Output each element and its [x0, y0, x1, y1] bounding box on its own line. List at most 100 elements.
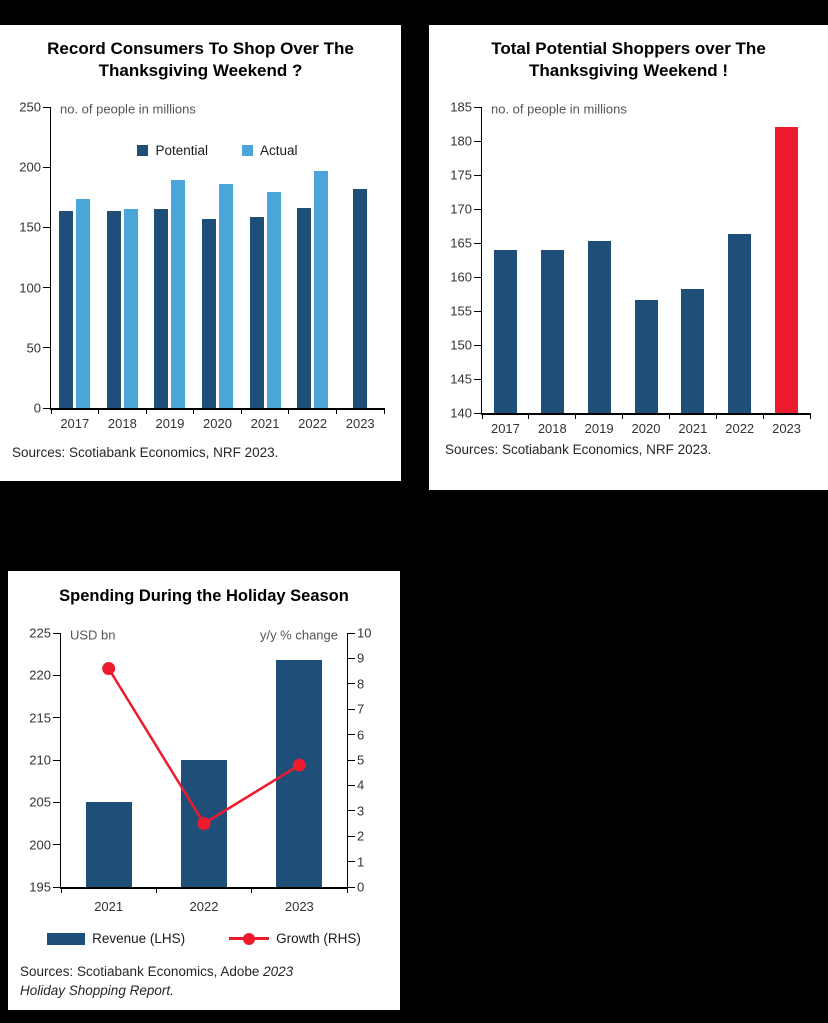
right-axis-tick-mark	[348, 759, 355, 761]
y-axis-tick-label: 205	[29, 794, 51, 810]
y-axis-tick-label: 100	[19, 280, 41, 296]
y-axis-tick-label: 0	[33, 400, 41, 416]
x-axis-tick-label: 2022	[725, 421, 755, 436]
y-axis-tick-label: 200	[29, 837, 51, 853]
y-axis-tick-label: 145	[450, 371, 472, 387]
right-axis-tick-mark	[348, 632, 355, 634]
x-axis-tick-label: 2018	[537, 421, 567, 436]
legend-item-growth: Growth (RHS)	[229, 931, 361, 946]
y-axis-tick-label: 185	[450, 99, 472, 115]
y-axis-tick-mark	[53, 632, 60, 634]
right-axis-tick-label: 4	[357, 777, 365, 793]
y-axis-tick-mark	[474, 378, 481, 380]
x-axis-tick-label: 2020	[203, 416, 232, 431]
y-axis-tick-mark	[43, 407, 50, 409]
x-axis-tick-mark	[288, 408, 290, 414]
growth-rhs-line	[102, 662, 306, 830]
y-axis-tick-mark	[474, 106, 481, 108]
source-report-year: 2023	[263, 964, 294, 979]
y-axis-tick-mark	[53, 674, 60, 676]
right-axis-tick-mark	[348, 810, 355, 812]
y-axis-tick-label: 220	[29, 667, 51, 683]
y-axis-tick-label: 160	[450, 269, 472, 285]
y-axis-tick-label: 180	[450, 133, 472, 149]
y-axis-tick-label: 215	[29, 710, 51, 726]
right-axis-tick-label: 2	[357, 828, 365, 844]
bar-potential-2023	[353, 188, 368, 408]
x-axis-tick-mark	[809, 413, 811, 419]
right-axis-tick-label: 9	[357, 650, 365, 666]
x-axis-tick-label: 2023	[772, 421, 802, 436]
growth-rhs-marker-2021	[102, 662, 116, 676]
x-axis-tick-mark	[622, 413, 624, 419]
y-axis-tick-label: 150	[450, 337, 472, 353]
bar-potential-2018	[106, 210, 121, 408]
y-axis-tick-label: 165	[450, 235, 472, 251]
y-axis-tick-label: 225	[29, 625, 51, 641]
y-axis-tick-mark	[43, 287, 50, 289]
y-axis-tick-mark	[474, 412, 481, 414]
y-axis-tick-mark	[43, 166, 50, 168]
x-axis-tick-label: 2019	[584, 421, 614, 436]
x-axis-tick-mark	[60, 887, 62, 893]
bar-potential-2021	[249, 217, 264, 408]
left-axis-unit-label: USD bn	[70, 627, 116, 643]
x-axis-tick-mark	[668, 413, 670, 419]
plot-area: no. of people in millions 140 145 150 155 16…	[450, 100, 811, 436]
bar-potential-shoppers-2022	[728, 234, 752, 413]
legend-label-revenue: Revenue (LHS)	[92, 931, 186, 946]
chart-panel-total-potential-shoppers: Total Potential Shoppers over The Thanks…	[429, 25, 828, 490]
x-axis-tick-mark	[155, 887, 157, 893]
source-line-1: Sources: Scotiabank Economics, Adobe 202…	[20, 962, 293, 981]
right-axis-tick-mark	[348, 657, 355, 659]
y-axis-tick-mark	[474, 276, 481, 278]
x-axis-tick-mark	[335, 408, 337, 414]
y-axis-unit-label: no. of people in millions	[60, 101, 196, 117]
right-axis-tick-label: 3	[357, 803, 365, 819]
x-axis-tick-mark	[346, 887, 348, 893]
bar-potential-2022	[297, 207, 312, 408]
growth-rhs-polyline	[107, 667, 300, 826]
legend-swatch-potential	[137, 145, 149, 156]
x-axis-tick-label: 2021	[94, 899, 124, 914]
y-axis-unit-label: no. of people in millions	[491, 101, 627, 117]
chart-title: Total Potential Shoppers over The Thanks…	[491, 39, 766, 80]
x-axis-tick-mark	[481, 413, 483, 419]
growth-rhs-marker-2022	[197, 817, 211, 830]
right-axis-tick-mark	[348, 784, 355, 786]
bar-potential-shoppers-2018	[540, 249, 564, 413]
x-axis-tick-label: 2020	[631, 421, 661, 436]
legend-label-actual: Actual	[260, 143, 298, 158]
bar-actual-2022	[314, 171, 329, 408]
x-axis-tick-mark	[240, 408, 242, 414]
right-axis-tick-label: 10	[357, 625, 372, 641]
x-axis-tick-mark	[50, 408, 52, 414]
right-axis-tick-label: 7	[357, 701, 365, 717]
legend-swatch-growth	[229, 932, 270, 946]
bar-potential-2019	[154, 208, 169, 408]
x-axis-tick-label: 2021	[678, 421, 708, 436]
chart-title: Spending During the Holiday Season	[59, 587, 349, 605]
growth-rhs-marker-2023	[292, 758, 306, 772]
x-axis-tick-label: 2023	[345, 416, 375, 431]
y-axis-tick-label: 50	[26, 340, 41, 356]
x-axis-tick-mark	[145, 408, 147, 414]
right-axis-tick-mark	[348, 683, 355, 685]
right-axis-tick-label: 1	[357, 854, 365, 870]
bar-actual-2017	[76, 198, 91, 408]
x-axis-tick-label: 2021	[250, 416, 280, 431]
x-axis-tick-label: 2023	[284, 899, 314, 914]
y-axis-tick-mark	[474, 344, 481, 346]
y-axis-tick-label: 175	[450, 167, 472, 183]
y-axis-tick-mark	[43, 106, 50, 108]
bar-potential-shoppers-2020	[634, 300, 658, 413]
right-axis-tick-mark	[348, 734, 355, 736]
y-axis-tick-mark	[474, 310, 481, 312]
y-axis-tick-mark	[474, 208, 481, 210]
legend: Potential Actual	[51, 143, 384, 158]
y-axis-tick-mark	[53, 886, 60, 888]
y-axis-tick-mark	[53, 759, 60, 761]
y-axis-tick-mark	[53, 717, 60, 719]
x-axis-tick-label: 2022	[189, 899, 219, 914]
y-axis-tick-mark	[53, 844, 60, 846]
